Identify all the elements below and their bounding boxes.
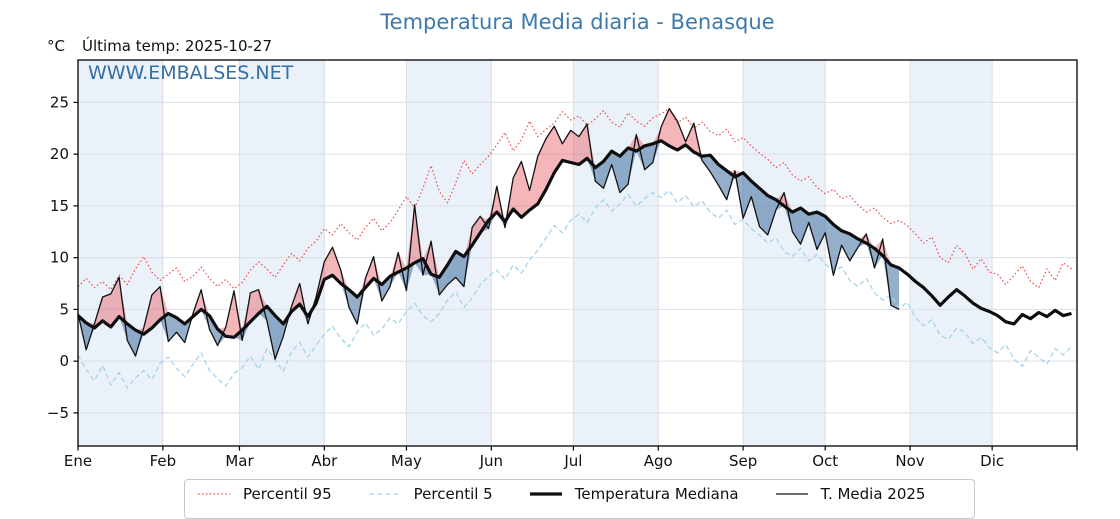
x-tick-label: Mar [225,452,254,470]
chart-title: Temperatura Media diaria - Benasque [380,10,775,34]
chart-legend: Percentil 95 Percentil 5 Temperatura Media… [184,479,975,519]
legend-label: T. Media 2025 [820,485,926,503]
legend-item: Temperatura Mediana [529,485,739,503]
x-tick-label: Dic [980,452,1004,470]
x-tick-label: Ago [644,452,673,470]
legend-item: T. Media 2025 [775,485,926,503]
month-band [239,60,325,446]
temperature-chart-figure: Ene Feb Mar Abr May Jun Jul Ago Sep Oct Nov Dic −5 0 5… [47,10,1078,519]
series-percentil-95 [77,107,1072,291]
y-tick-label: −5 [47,404,69,422]
y-tick-label: 15 [50,197,69,215]
x-tick-label: Jul [563,452,582,470]
plot-border [77,59,1078,447]
month-band [743,60,826,446]
last-temp-label: Última temp: 2025-10-27 [82,37,273,55]
x-tick-label: Nov [895,452,924,470]
legend-line-sample [529,492,562,496]
month-band [78,60,163,446]
month-band [573,60,659,446]
y-tick-label: 10 [50,249,69,267]
x-tick-label: Feb [150,452,177,470]
x-tick-label: Oct [812,452,838,470]
y-tick-label: 20 [50,145,69,163]
legend-label: Percentil 5 [413,485,493,503]
legend-item: Percentil 95 [197,485,332,503]
y-tick-label: 25 [50,93,69,111]
x-tick-label: Jun [479,452,503,470]
legend-label: Percentil 95 [243,485,332,503]
x-tick-label: May [391,452,422,470]
x-tick-label: Ene [64,452,92,470]
legend-line-sample [198,493,230,495]
month-band [910,60,993,446]
y-axis-unit-label: °C [47,37,65,55]
legend-item: Percentil 5 [368,485,493,503]
legend-line-sample [775,493,808,495]
legend-line-sample [368,493,401,495]
series-percentil-5 [77,189,1072,389]
x-tick-label: Abr [311,452,338,470]
y-tick-label: 5 [59,300,69,318]
y-tick-label: 0 [59,352,69,370]
plot-area-svg: Ene Feb Mar Abr May Jun Jul Ago Sep Oct Nov Dic −5 0 5… [47,59,1078,470]
legend-label: Temperatura Mediana [574,485,739,503]
fill-above-median [78,108,900,338]
x-tick-label: Sep [729,452,757,470]
series-t-media-2025 [77,107,900,360]
watermark-text: WWW.EMBALSES.NET [88,62,294,84]
